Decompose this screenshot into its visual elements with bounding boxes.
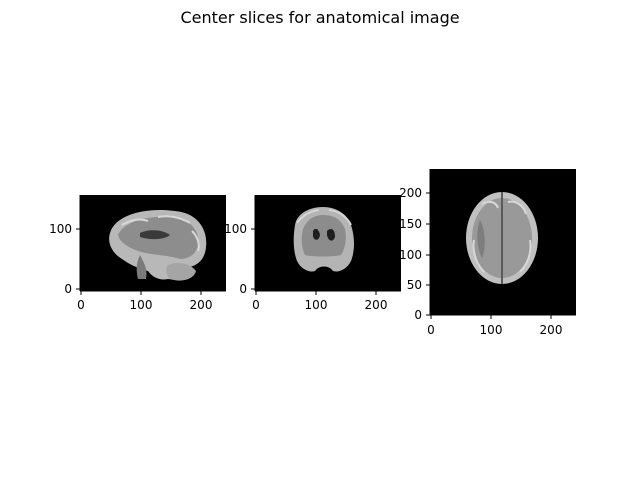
axial-y-tick-50: 50 — [407, 278, 422, 292]
coronal-y-tick-0: 0 — [239, 282, 247, 296]
coronal-y-axis: 0 100 — [224, 195, 256, 296]
coronal-x-axis: 0 100 200 — [252, 290, 401, 312]
axial-y-tick-200: 200 — [399, 186, 422, 200]
sagittal-y-axis: 0 100 — [49, 195, 81, 296]
coronal-x-tick-100: 100 — [305, 298, 328, 312]
axial-x-tick-200: 200 — [540, 323, 563, 337]
sagittal-x-tick-0: 0 — [77, 298, 85, 312]
sagittal-x-axis: 0 100 200 — [77, 290, 226, 312]
sagittal-y-tick-100: 100 — [49, 222, 72, 236]
axial-brain-image — [466, 192, 538, 284]
axial-slice-panel: 0 100 200 0 50 100 150 200 — [399, 169, 576, 337]
axial-x-axis: 0 100 200 — [427, 314, 576, 337]
axial-y-tick-100: 100 — [399, 248, 422, 262]
sagittal-brain-image — [109, 209, 207, 281]
axial-y-tick-150: 150 — [399, 217, 422, 231]
axial-x-tick-0: 0 — [427, 323, 435, 337]
coronal-x-tick-0: 0 — [252, 298, 260, 312]
sagittal-x-tick-100: 100 — [130, 298, 153, 312]
sagittal-slice-panel: 0 100 200 0 100 — [49, 195, 226, 312]
coronal-slice-panel: 0 100 200 0 100 — [224, 195, 401, 312]
axial-y-axis: 0 50 100 150 200 — [399, 169, 431, 322]
axial-x-tick-100: 100 — [480, 323, 503, 337]
sagittal-x-tick-200: 200 — [190, 298, 213, 312]
axial-y-tick-0: 0 — [414, 308, 422, 322]
coronal-brain-image — [293, 207, 354, 272]
coronal-y-tick-100: 100 — [224, 222, 247, 236]
sagittal-y-tick-0: 0 — [64, 282, 72, 296]
figure-title: Center slices for anatomical image — [180, 8, 460, 27]
coronal-x-tick-200: 200 — [365, 298, 388, 312]
